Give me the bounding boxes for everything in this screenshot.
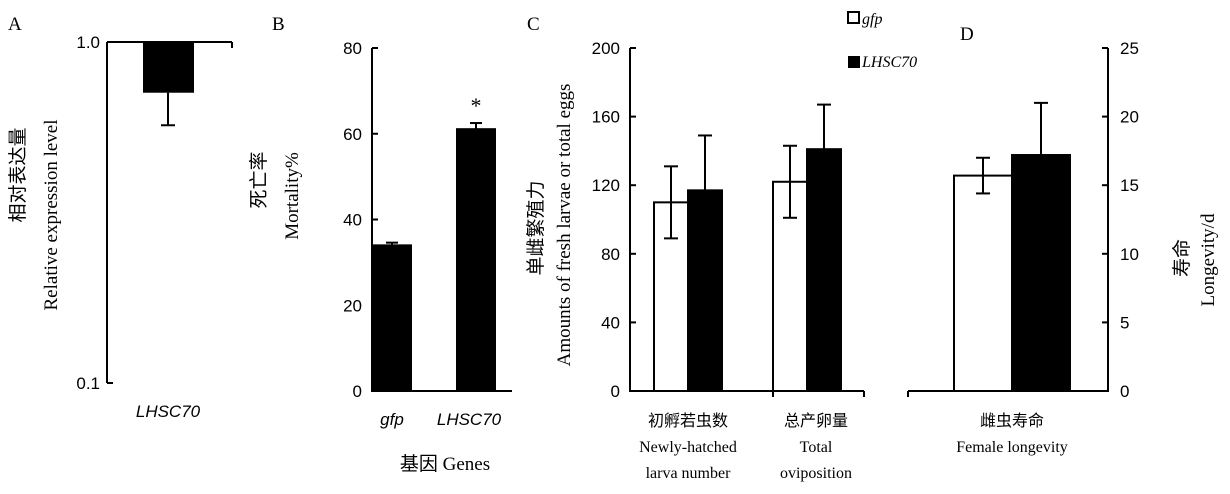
panel-c-letter: C — [527, 14, 540, 35]
panel-b-ytick-label: 20 — [343, 296, 362, 315]
panel-d-ytick-label: 5 — [1120, 313, 1129, 332]
legend-gfp-label: gfp — [862, 11, 882, 28]
panel-c-ytick-label: 160 — [592, 108, 620, 127]
panel-a-ytick-label-top: 1.0 — [76, 33, 100, 52]
panel-a-ylabel: Relative expression level — [41, 120, 62, 311]
panel-a-axes — [106, 41, 233, 383]
panel-a-ylabel-cn: 相对表达量 — [7, 127, 29, 222]
panel-b-ytick-label: 0 — [353, 382, 362, 401]
panel-b-ytick-label: 60 — [343, 125, 362, 144]
panel-a-ytick-label-bottom: 0.1 — [76, 374, 100, 393]
panel-b-ylabel-cn: 死亡率 — [248, 151, 270, 208]
panel-a-bar-lhsc70 — [143, 42, 194, 93]
panel-d-ytick-label: 15 — [1120, 176, 1139, 195]
panel-b: 0 20 40 60 80 * gfp LHSC70 基因 Genes 死亡率 Mort… — [248, 39, 512, 475]
panel-d-ylabel-cn: 寿命 — [1171, 239, 1193, 277]
legend-lhsc70-label: LHSC70 — [861, 54, 917, 71]
panel-a: 1.0 0.1 LHSC70 相对表达量 Relative expression… — [7, 33, 233, 421]
panel-b-xlabel: 基因 Genes — [400, 453, 490, 475]
panel-a-category-label: LHSC70 — [136, 402, 201, 421]
panel-c-ytick-label: 80 — [601, 245, 620, 264]
panel-c-ytick-label: 40 — [601, 313, 620, 332]
panel-c-ytick-label: 0 — [611, 382, 620, 401]
legend-lhsc70-swatch — [848, 56, 860, 68]
panel-b-ytick-label: 80 — [343, 39, 362, 58]
panel-c-cat2-en2: oviposition — [780, 465, 852, 482]
panel-b-category-gfp: gfp — [380, 410, 404, 429]
panel-d-ytick-label: 20 — [1120, 108, 1139, 127]
panel-c-cat1-cn: 初孵若虫数 — [648, 412, 728, 430]
panel-d: 0 5 10 15 20 25 雌虫寿命 Female longevity 寿命 Long… — [907, 39, 1219, 456]
panel-b-bar-1 — [456, 128, 496, 391]
panel-d-ylabel: Longevity/d — [1198, 213, 1219, 306]
panel-c-ylabel-cn: 单雌繁殖力 — [525, 180, 547, 275]
panel-b-bar-0 — [372, 244, 412, 391]
panel-b-category-lhsc70: LHSC70 — [437, 410, 502, 429]
panel-b-letter: B — [272, 14, 285, 35]
panel-b-ytick-label: 40 — [343, 211, 362, 230]
legend-gfp-swatch — [847, 11, 860, 24]
panel-c-cat2-cn: 总产卵量 — [784, 412, 848, 430]
panel-c: 0 40 80 120 160 200 初孵若虫数 Newly-hatched larva… — [525, 39, 865, 482]
panel-c-cat1-en1: Newly-hatched — [639, 439, 737, 456]
panel-c-ytick-label: 200 — [592, 39, 620, 58]
panel-d-cat-cn: 雌虫寿命 — [980, 412, 1044, 430]
panel-c-ytick-label: 120 — [592, 176, 620, 195]
panel-a-letter: A — [8, 14, 22, 35]
legend: gfp LHSC70 — [847, 11, 917, 71]
panel-d-ytick-label: 0 — [1120, 382, 1129, 401]
panel-b-ylabel: Mortality% — [282, 152, 303, 240]
panel-c-cat1-en2: larva number — [646, 465, 732, 482]
panel-d-letter: D — [960, 24, 974, 45]
panel-d-ytick-label: 10 — [1120, 245, 1139, 264]
panel-c-cat2-en1: Total — [800, 439, 833, 456]
panel-d-ytick-label: 25 — [1120, 39, 1139, 58]
panel-d-bar-gfp — [953, 174, 1013, 392]
panel-d-cat-en: Female longevity — [956, 439, 1068, 456]
panel-b-significance-star: * — [471, 93, 482, 118]
panel-c-ylabel: Amounts of fresh larvae or total eggs — [554, 84, 575, 367]
